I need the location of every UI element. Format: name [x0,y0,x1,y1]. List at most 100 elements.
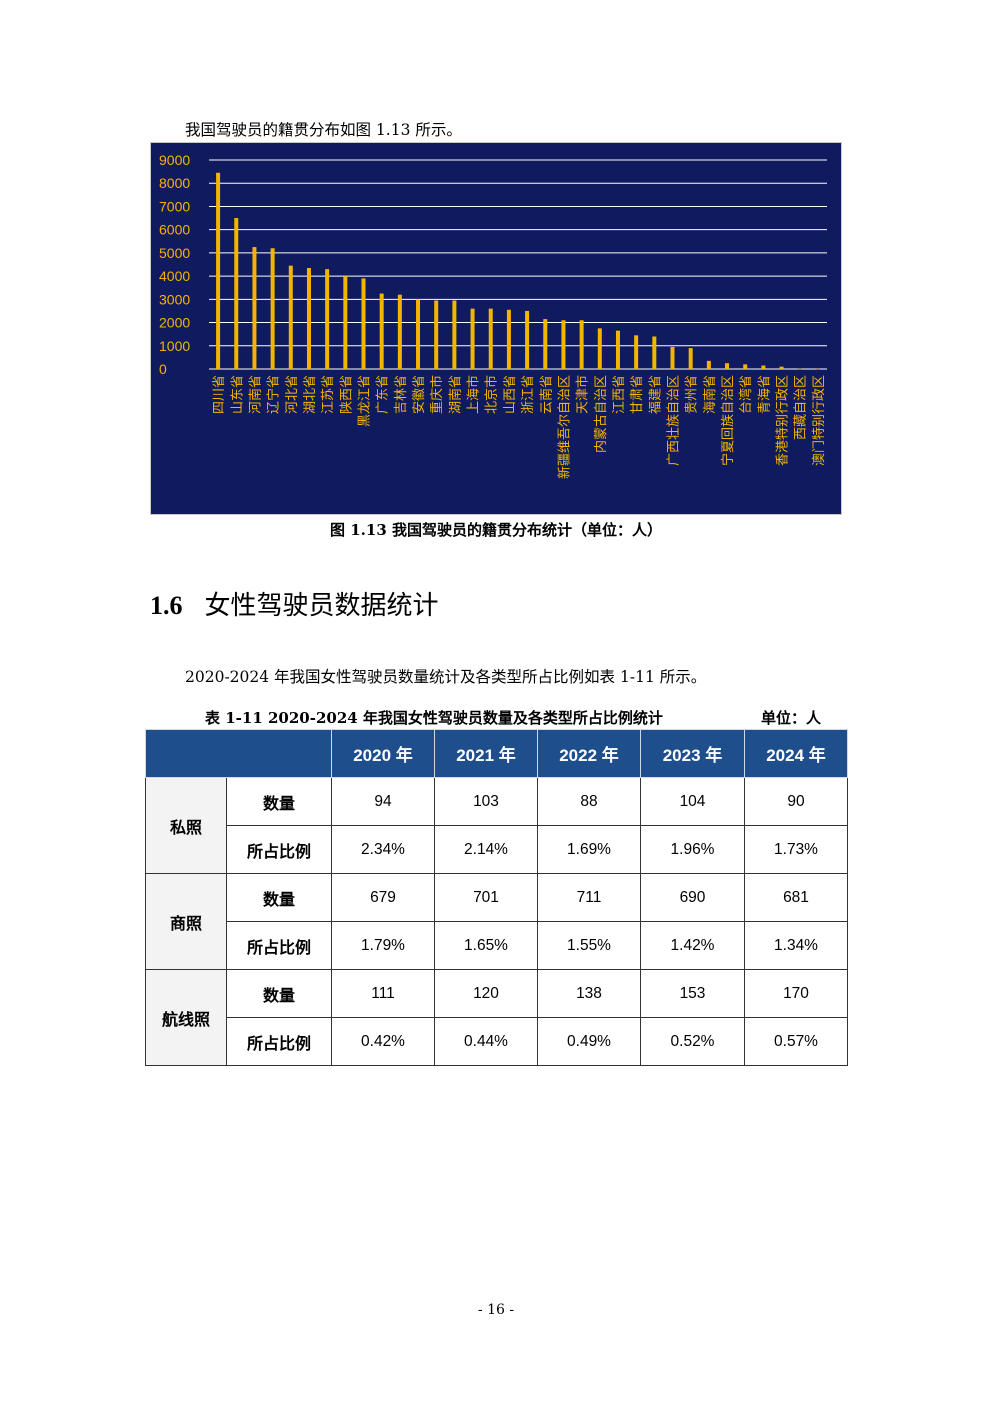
x-tick-label: 广东省 [376,375,391,414]
bar [470,308,475,369]
value-cell: 701 [434,873,538,922]
table-header-row: 2020 年 2021 年 2022 年 2023 年 2024 年 [145,729,848,778]
year-header: 2023 年 [640,729,745,778]
x-tick-label: 四川省 [212,375,227,414]
bar [634,335,639,369]
y-tick-label: 0 [159,361,167,377]
value-cell: 2.14% [434,825,538,874]
year-header: 2022 年 [537,729,641,778]
table-row: 所占比例 2.34% 2.14% 1.69% 1.96% 1.73% [146,825,848,874]
value-cell: 690 [640,873,745,922]
x-tick-label: 香港特别行政区 [776,375,791,466]
year-header: 2020 年 [331,729,435,778]
bar [743,364,748,369]
metric-cell: 所占比例 [226,1017,332,1066]
bar [306,267,311,369]
value-cell: 1.69% [537,825,641,874]
value-cell: 1.34% [744,921,848,970]
value-cell: 1.73% [744,825,848,874]
value-cell: 2.34% [331,825,435,874]
table-caption: 表 1-11 2020-2024 年我国女性驾驶员数量及各类型所占比例统计 单位… [205,707,845,728]
x-tick-label: 新疆维吾尔自治区 [556,375,572,479]
bar [325,269,330,369]
value-cell: 153 [640,969,745,1018]
bar [343,276,348,369]
bar [379,293,384,369]
bar [361,278,366,369]
value-cell: 1.42% [640,921,745,970]
metric-cell: 所占比例 [226,825,332,874]
category-cell: 航线照 [145,969,227,1066]
bar [525,310,530,369]
value-cell: 711 [537,873,641,922]
x-tick-label: 河北省 [285,375,300,414]
y-tick-label: 8000 [159,175,190,191]
x-tick-label: 宁夏回族自治区 [720,375,736,466]
table-row: 所占比例 0.42% 0.44% 0.49% 0.52% 0.57% [146,1017,848,1066]
y-tick-label: 6000 [159,222,190,238]
x-tick-label: 浙江省 [521,375,536,414]
figure-caption: 图 1.13 我国驾驶员的籍贯分布统计（单位：人） [330,521,662,539]
bar [761,365,766,369]
bar [797,368,802,370]
metric-cell: 数量 [226,969,332,1018]
x-tick-label: 上海市 [466,375,482,414]
bar [615,330,620,369]
x-tick-label: 天津市 [575,375,591,414]
bar [434,300,439,369]
x-tick-label: 江苏省 [320,375,336,414]
x-tick-label: 湖南省 [447,375,463,414]
category-cell: 商照 [145,873,227,970]
table-header-blank [145,729,332,778]
bar [815,368,820,370]
bar [688,348,693,369]
table-row: 所占比例 1.79% 1.65% 1.55% 1.42% 1.34% [146,921,848,970]
y-tick-label: 5000 [159,245,190,261]
x-tick-label: 北京市 [484,375,500,414]
x-tick-label: 江西省 [612,375,627,414]
table-caption-text: 表 1-11 2020-2024 年我国女性驾驶员数量及各类型所占比例统计 [205,709,663,727]
x-tick-label: 辽宁省 [266,375,282,414]
y-tick-label: 1000 [159,338,190,354]
paragraph: 2020-2024 年我国女性驾驶员数量统计及各类型所占比例如表 1-11 所示… [185,668,707,686]
value-cell: 104 [640,777,745,826]
metric-cell: 数量 [226,873,332,922]
value-cell: 88 [537,777,641,826]
value-cell: 103 [434,777,538,826]
table-row: 私照 数量 94 103 88 104 90 [145,777,848,874]
value-cell: 1.65% [434,921,538,970]
value-cell: 1.79% [331,921,435,970]
value-cell: 120 [434,969,538,1018]
bar [670,346,675,369]
value-cell: 0.42% [331,1017,435,1066]
table-row: 商照 数量 679 701 711 690 681 [145,873,848,970]
category-cell: 私照 [145,777,227,874]
bar [288,265,293,369]
bar [216,172,221,369]
x-tick-label: 广西壮族自治区 [666,375,682,466]
section-title: 女性驾驶员数据统计 [204,591,439,621]
bar [779,366,784,369]
x-tick-label: 山东省 [230,375,245,414]
x-tick-label: 海南省 [702,375,718,414]
bar [452,300,457,369]
x-tick-label: 贵州省 [685,375,700,414]
x-tick-label: 吉林省 [394,375,409,414]
bar [597,328,602,369]
x-tick-label: 安徽省 [412,375,427,414]
value-cell: 94 [331,777,435,826]
value-cell: 0.57% [744,1017,848,1066]
bar [506,309,511,369]
value-cell: 111 [331,969,435,1018]
intro-text: 我国驾驶员的籍贯分布如图 1.13 所示。 [185,121,462,139]
value-cell: 170 [744,969,848,1018]
bar [252,247,257,369]
year-header: 2021 年 [434,729,538,778]
metric-cell: 数量 [226,777,332,826]
table-unit: 单位：人 [760,709,821,727]
y-tick-label: 3000 [159,291,190,307]
value-cell: 681 [744,873,848,922]
bar [652,336,657,369]
bar [397,294,402,369]
value-cell: 679 [331,873,435,922]
